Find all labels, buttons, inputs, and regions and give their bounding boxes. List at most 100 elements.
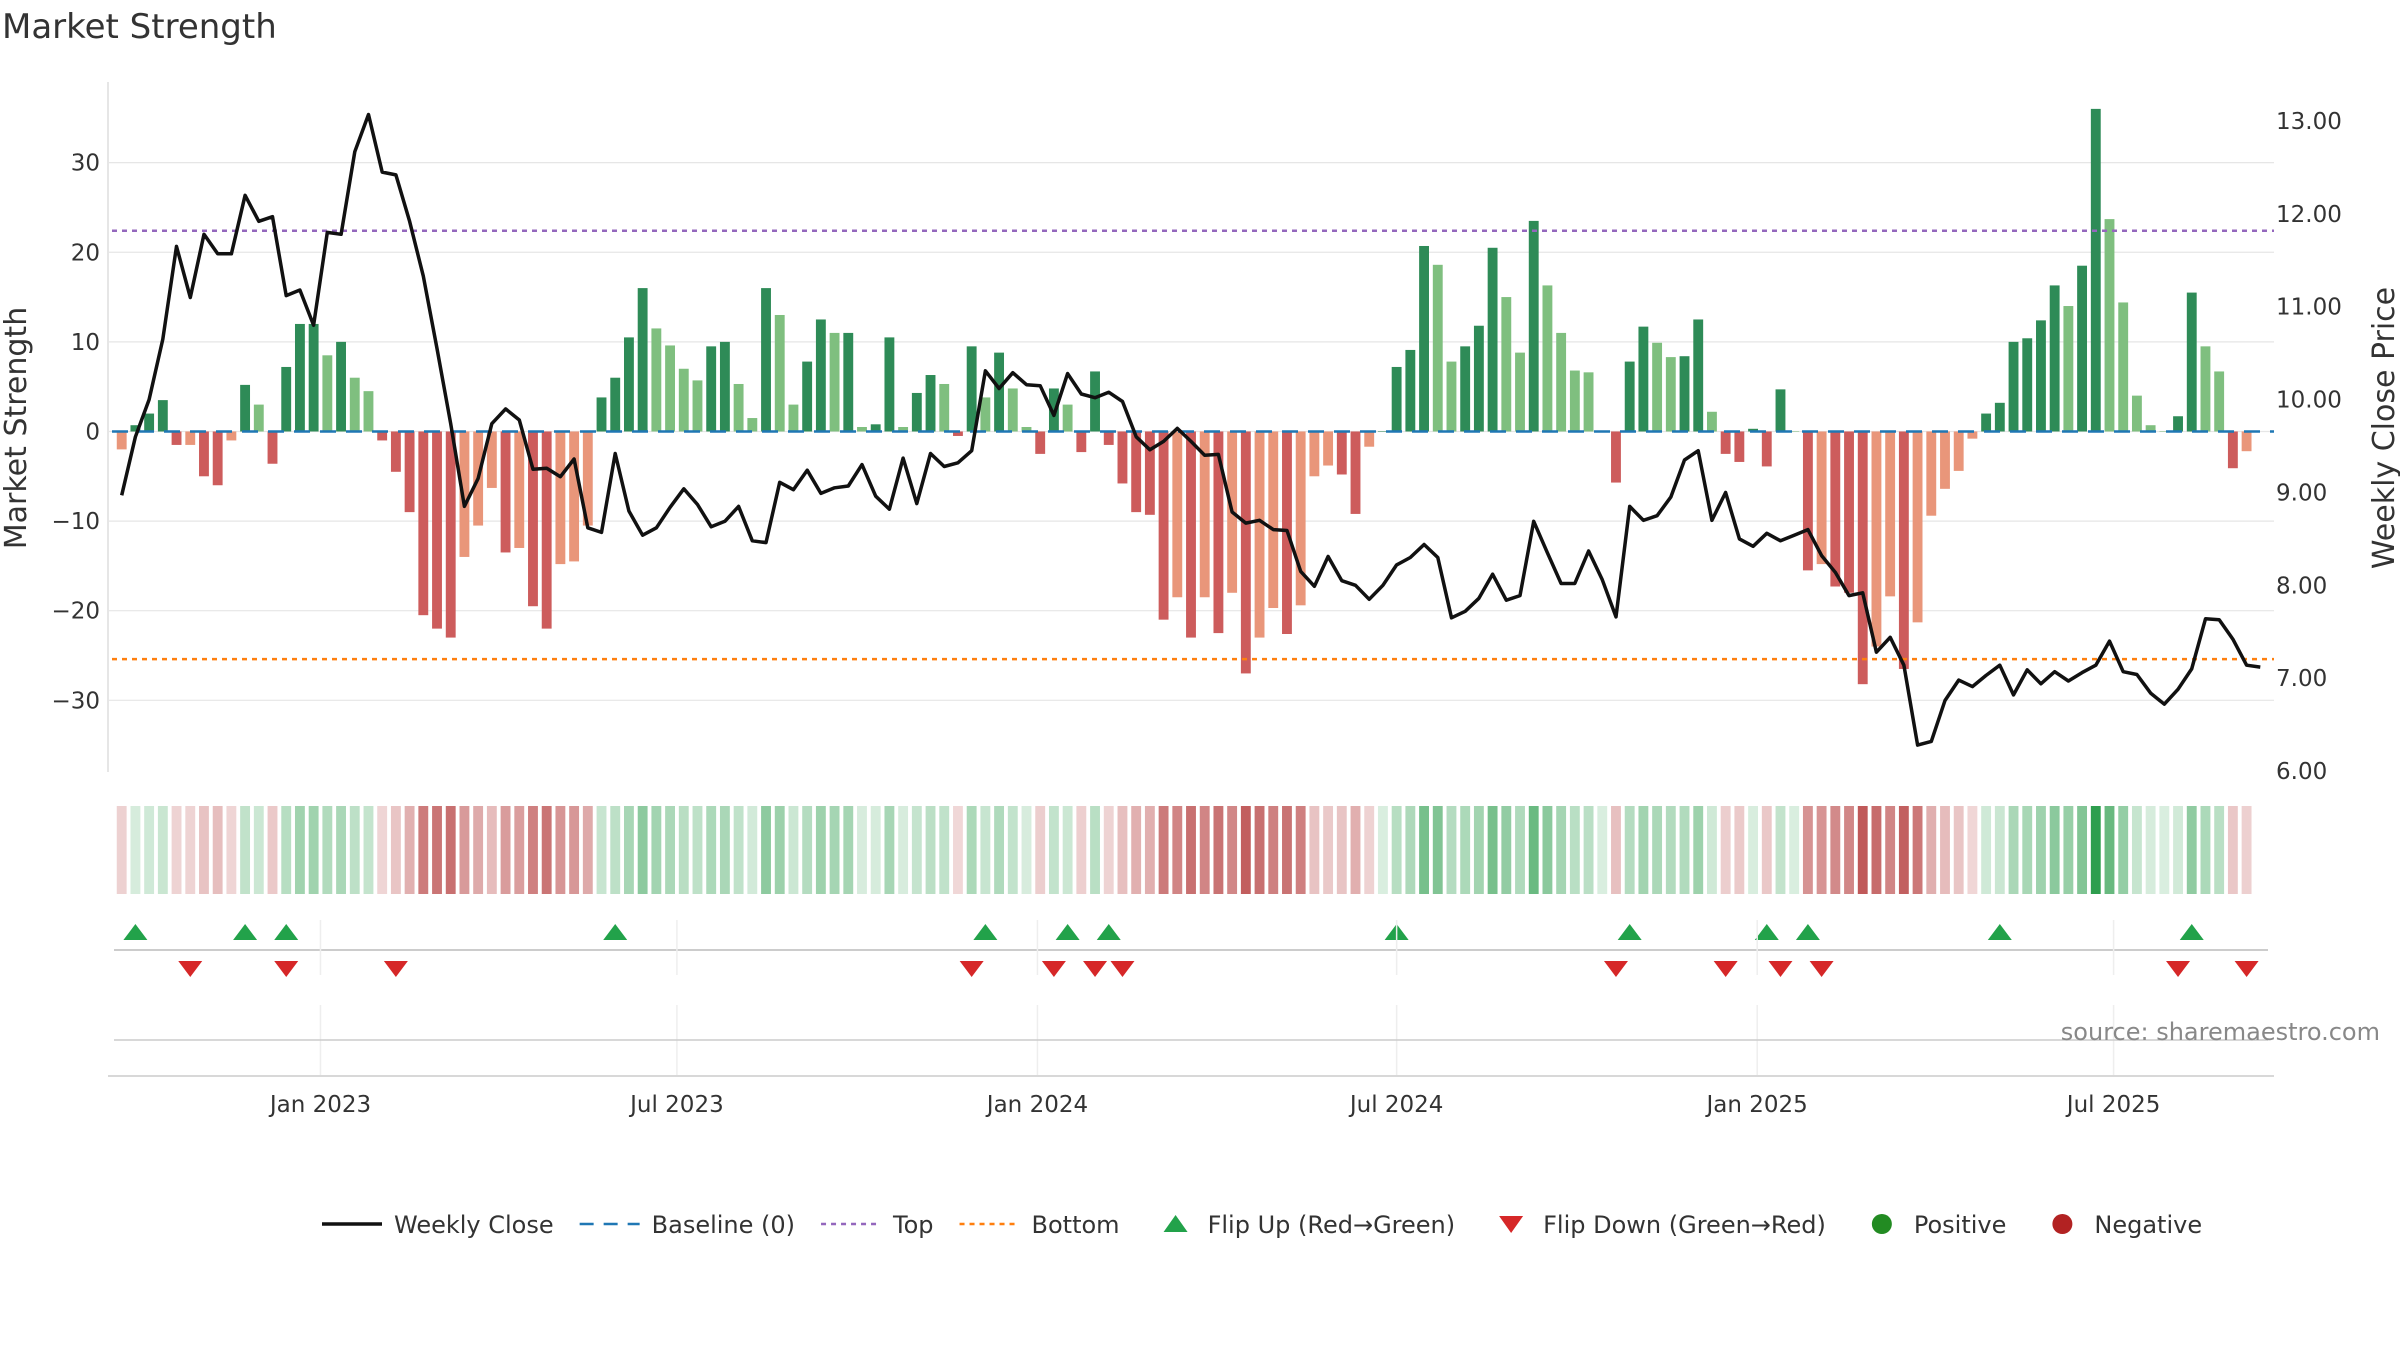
heat-cell xyxy=(2200,806,2211,894)
flip-down-marker xyxy=(2166,961,2191,977)
strength-bar xyxy=(294,323,305,432)
strength-bar xyxy=(555,431,566,565)
y-tick-label: 20 xyxy=(71,240,100,266)
heat-cell xyxy=(1268,806,1279,894)
heat-cell xyxy=(1569,806,1580,894)
strength-bars xyxy=(116,108,2252,685)
heat-cell xyxy=(706,806,717,894)
strength-bar xyxy=(2104,219,2115,432)
strength-bar xyxy=(610,377,621,432)
strength-bar xyxy=(1652,342,1663,432)
strength-bar xyxy=(322,355,333,432)
strength-bar xyxy=(1707,411,1717,432)
heat-cell xyxy=(1967,806,1978,894)
heat-cell xyxy=(240,806,251,894)
heat-cell xyxy=(1336,806,1347,894)
heat-cell xyxy=(1473,806,1484,894)
strength-bar xyxy=(486,431,497,488)
heat-cell xyxy=(651,806,662,894)
strength-bar xyxy=(829,332,840,432)
heat-cell xyxy=(1227,806,1238,894)
heat-cell xyxy=(1062,806,1073,894)
y2-tick-label: 12.00 xyxy=(2276,202,2342,228)
strength-bar xyxy=(1364,431,1375,447)
heat-cell xyxy=(1707,806,1717,894)
heat-cell xyxy=(199,806,209,894)
flip-up-marker xyxy=(233,924,258,940)
heat-cell xyxy=(541,806,552,894)
heat-cell xyxy=(2063,806,2074,894)
heat-cell xyxy=(1638,806,1649,894)
strength-bar xyxy=(1734,431,1745,462)
legend-label: Bottom xyxy=(1032,1211,1120,1239)
heat-cell xyxy=(1583,806,1594,894)
strength-bar xyxy=(2186,292,2197,432)
strength-bar xyxy=(692,380,703,432)
flip-down-marker xyxy=(2234,961,2259,977)
heat-cell xyxy=(514,806,525,894)
strength-bar xyxy=(1405,349,1416,432)
strength-bar xyxy=(1679,356,1690,432)
strength-bar xyxy=(719,341,730,432)
strength-bar xyxy=(1021,427,1032,432)
strength-bar xyxy=(171,431,182,445)
strength-bar xyxy=(706,346,717,432)
heat-cell xyxy=(404,806,415,894)
flip-up-marker xyxy=(1795,924,1820,940)
heat-cell xyxy=(1885,806,1896,894)
heat-cell xyxy=(857,806,867,894)
strength-bar xyxy=(939,383,950,432)
flip-down-marker xyxy=(959,961,984,977)
strength-bar xyxy=(994,352,1005,432)
heat-cell xyxy=(500,806,511,894)
heat-cell xyxy=(678,806,689,894)
strength-bar xyxy=(404,431,415,513)
heat-cell xyxy=(390,806,401,894)
heat-cell xyxy=(911,806,922,894)
strength-bar xyxy=(1953,431,1964,471)
strength-bar xyxy=(1611,431,1621,483)
heat-cell xyxy=(925,806,936,894)
heat-cell xyxy=(459,806,470,894)
heat-cell xyxy=(445,806,456,894)
y-tick-label: 0 xyxy=(85,419,100,445)
strength-bar xyxy=(1816,431,1827,565)
heat-cell xyxy=(157,806,168,894)
strength-bar xyxy=(1377,431,1388,432)
heat-cell xyxy=(1871,806,1882,894)
strength-bar xyxy=(2036,320,2046,432)
heat-cell xyxy=(2118,806,2129,894)
heat-cell xyxy=(761,806,771,894)
flip-up-marker xyxy=(1617,924,1642,940)
strength-bar xyxy=(1473,325,1484,432)
strength-bar xyxy=(1501,297,1512,432)
strength-bar xyxy=(377,431,388,441)
flip-up-marker xyxy=(2179,924,2204,940)
heat-cell xyxy=(308,806,319,894)
strength-bar xyxy=(2241,431,2252,452)
strength-bar xyxy=(665,345,675,432)
flip-up-marker xyxy=(123,924,148,940)
heat-cell xyxy=(1405,806,1416,894)
heat-cell xyxy=(884,806,895,894)
heat-cell xyxy=(1679,806,1690,894)
heat-cell xyxy=(774,806,785,894)
strength-bar xyxy=(240,384,251,432)
heat-cell xyxy=(1090,806,1100,894)
heat-cell xyxy=(1007,806,1018,894)
legend-label: Positive xyxy=(1914,1211,2007,1239)
strength-bar xyxy=(1186,431,1196,638)
strength-bar xyxy=(911,392,922,432)
heat-cell xyxy=(267,806,278,894)
strength-bar xyxy=(1240,431,1251,674)
strength-bar xyxy=(1295,431,1306,606)
heat-cell xyxy=(486,806,497,894)
strength-bar xyxy=(1035,431,1046,454)
strength-bar xyxy=(1172,431,1183,598)
strength-bar xyxy=(1391,366,1402,432)
strength-bar xyxy=(1830,431,1841,587)
legend-label: Weekly Close xyxy=(394,1211,554,1239)
heat-cell xyxy=(1487,806,1498,894)
strength-bar xyxy=(1871,431,1882,647)
